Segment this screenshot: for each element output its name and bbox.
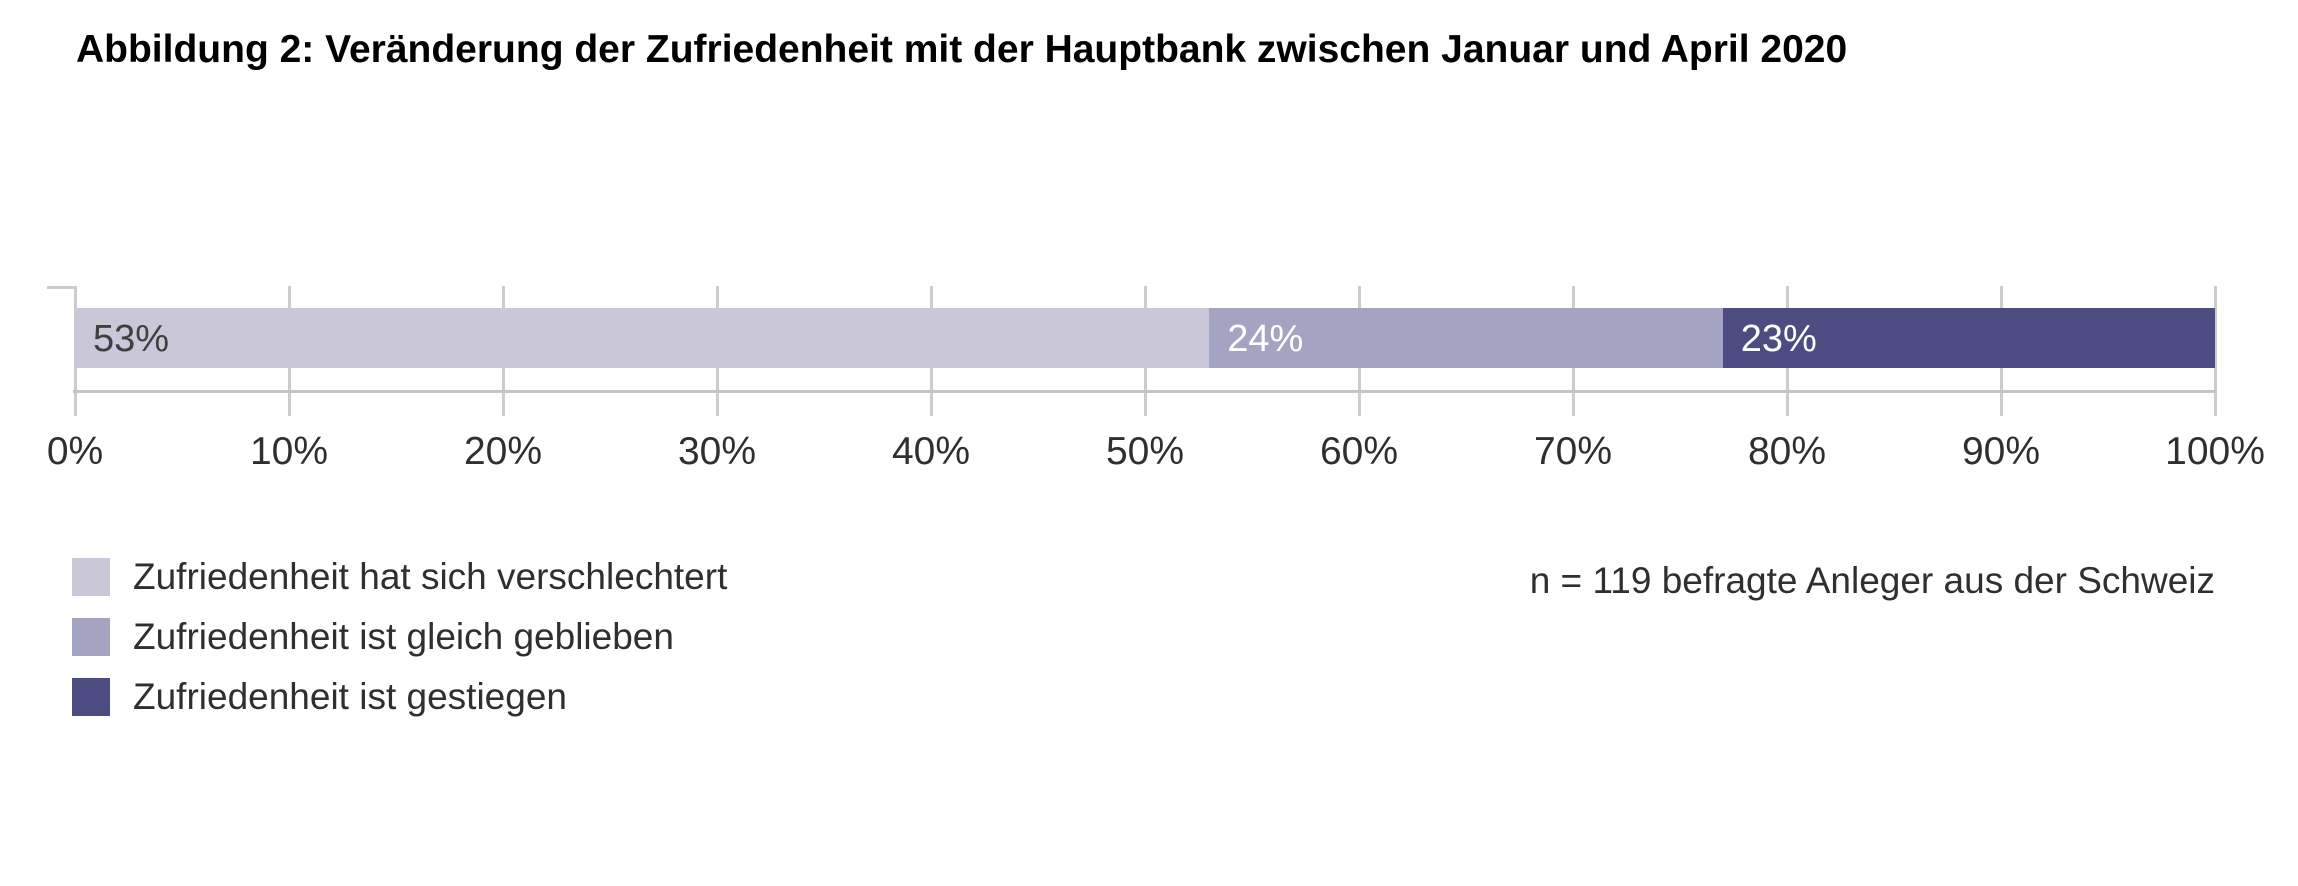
x-axis-tick-label: 10% bbox=[249, 430, 329, 473]
bar-segment: 24% bbox=[1209, 308, 1723, 368]
bar-segment-label: 23% bbox=[1740, 318, 1817, 360]
x-axis-tick-label: 0% bbox=[46, 430, 104, 473]
bar-segment-label: 24% bbox=[1227, 318, 1304, 360]
figure-title: Abbildung 2: Veränderung der Zufriedenhe… bbox=[76, 28, 1848, 71]
legend-item: Zufriedenheit ist gleich geblieben bbox=[72, 616, 727, 657]
chart-legend: Zufriedenheit hat sich verschlechtert Zuf… bbox=[72, 556, 728, 738]
stacked-bar-chart: 53% 24% 23% 0% 10% 20% 30% 40% 50% 60% 70% 80% 90% 1… bbox=[46, 286, 2265, 473]
stacked-bar: 53% 24% 23% bbox=[75, 308, 2215, 368]
x-axis-tick-label: 100% bbox=[2165, 430, 2265, 473]
legend-item: Zufriedenheit hat sich verschlechtert bbox=[72, 556, 728, 597]
legend-item: Zufriedenheit ist gestiegen bbox=[72, 676, 727, 717]
gridline bbox=[2214, 286, 2217, 416]
sample-size-note: n = 119 befragte Anleger aus der Schweiz bbox=[1529, 560, 2215, 601]
bar-segment-label: 53% bbox=[93, 318, 170, 360]
bar-segment: 23% bbox=[1722, 308, 2215, 368]
x-axis-tick-label: 30% bbox=[677, 430, 757, 473]
x-axis-tick-label: 50% bbox=[1105, 430, 1185, 473]
legend-swatch bbox=[72, 558, 110, 596]
x-axis-tick-label: 40% bbox=[891, 430, 971, 473]
x-axis-tick-label: 70% bbox=[1533, 430, 1613, 473]
legend-label: Zufriedenheit ist gleich geblieben bbox=[133, 616, 674, 657]
x-axis-line bbox=[73, 390, 2217, 393]
legend-swatch bbox=[72, 678, 110, 716]
bar-segment: 53% bbox=[75, 308, 1210, 368]
legend-swatch bbox=[72, 618, 110, 656]
legend-label: Zufriedenheit hat sich verschlechtert bbox=[133, 556, 728, 597]
axis-top-tick bbox=[47, 286, 77, 289]
legend-label: Zufriedenheit ist gestiegen bbox=[133, 676, 567, 717]
x-axis-tick-label: 20% bbox=[463, 430, 543, 473]
x-axis-tick-label: 60% bbox=[1319, 430, 1399, 473]
x-axis-tick-label: 90% bbox=[1961, 430, 2041, 473]
x-axis-tick-label: 80% bbox=[1747, 430, 1827, 473]
